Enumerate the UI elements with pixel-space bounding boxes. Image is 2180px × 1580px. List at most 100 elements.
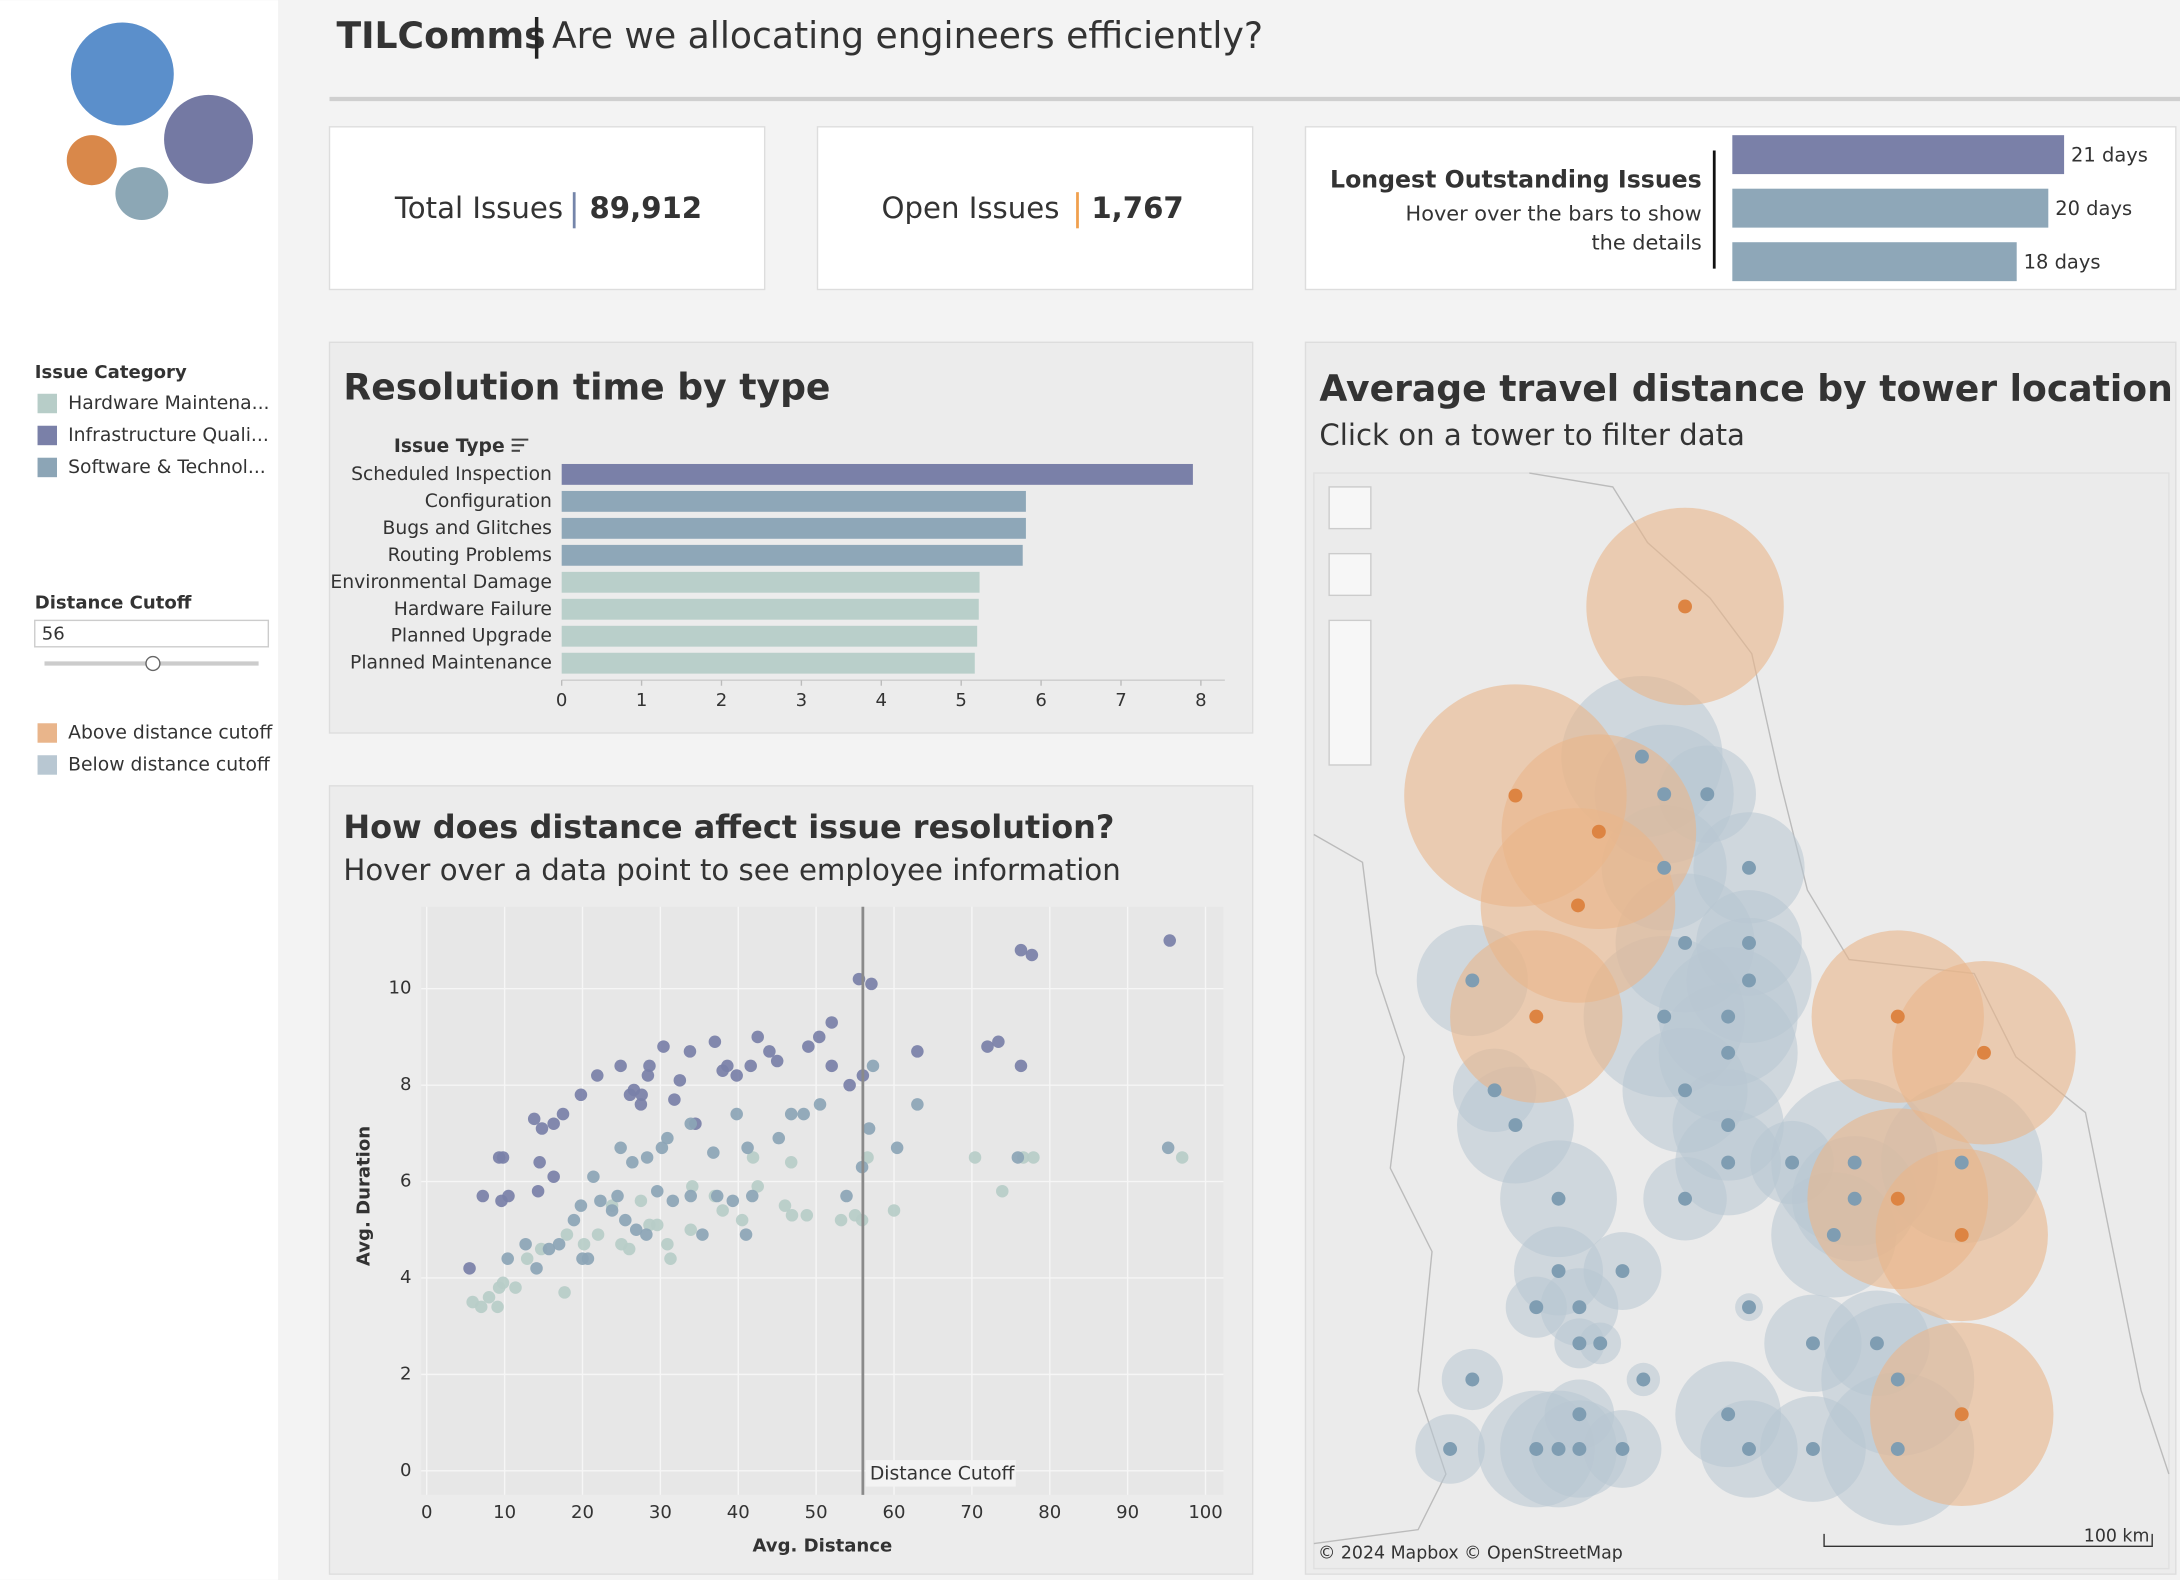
point: [496, 1276, 510, 1290]
point: [547, 1170, 560, 1183]
category-label: Routing Problems: [388, 545, 552, 566]
x-tick-label: 7: [1115, 690, 1127, 711]
tower: [1657, 860, 1672, 875]
cutoff-label: Distance Cutoff: [870, 1464, 1016, 1485]
kpi-label: Total Issues: [394, 191, 563, 225]
point: [535, 1122, 549, 1135]
point: [492, 1151, 506, 1164]
point: [684, 1189, 697, 1203]
tower: [1591, 824, 1606, 839]
point: [614, 1141, 627, 1155]
tower: [1551, 1442, 1566, 1456]
point: [623, 1088, 637, 1102]
point: [664, 1252, 677, 1265]
point: [519, 1237, 532, 1251]
bar: [561, 598, 979, 620]
map-tool: [1328, 619, 1372, 766]
tower: [1847, 1155, 1862, 1170]
point: [509, 1281, 522, 1294]
point: [772, 1131, 786, 1145]
point: [825, 1059, 838, 1073]
legend-label: Hardware Maintena...: [68, 393, 269, 414]
point: [629, 1223, 643, 1237]
point: [797, 1107, 810, 1121]
tower: [1742, 1300, 1756, 1315]
sidebar: [0, 0, 279, 1580]
point: [591, 1069, 604, 1082]
tower: [1572, 1442, 1587, 1456]
point: [655, 1141, 669, 1155]
point: [840, 1189, 853, 1203]
point: [547, 1117, 560, 1130]
x-tick-label: 40: [727, 1502, 750, 1523]
y-axis-title: Avg. Duration: [353, 1126, 374, 1266]
panel-title: Average travel distance by tower locatio…: [1319, 367, 2172, 410]
point: [576, 1252, 589, 1265]
point: [577, 1237, 591, 1251]
tower: [1890, 1009, 1905, 1024]
kpi-card: [328, 126, 766, 291]
point: [744, 1059, 757, 1073]
tower: [1890, 1372, 1905, 1387]
tower: [1551, 1191, 1566, 1206]
brand: TILComms: [336, 14, 545, 57]
value-label: 21 days: [2071, 144, 2148, 167]
point: [996, 1184, 1009, 1198]
axis-title: Issue Type: [394, 436, 505, 457]
tower: [1678, 599, 1693, 614]
point: [605, 1204, 619, 1217]
bar: [1732, 242, 2017, 282]
x-tick-label: 3: [796, 690, 808, 711]
tower: [1806, 1442, 1820, 1456]
bar: [1732, 135, 2065, 175]
kpi-label: Open Issues: [881, 191, 1059, 225]
kpi-value: 1,767: [1091, 191, 1183, 225]
plot-area: [421, 906, 1224, 1495]
point: [542, 1242, 556, 1256]
point: [502, 1189, 515, 1203]
y-tick-label: 4: [400, 1267, 412, 1288]
panel-subtitle: Click on a tower to filter data: [1319, 418, 1745, 452]
y-tick-label: 0: [400, 1460, 412, 1481]
x-tick-label: 8: [1195, 690, 1207, 711]
point: [696, 1228, 709, 1241]
legend-swatch: [37, 425, 58, 446]
filter-input: [34, 619, 270, 648]
category-label: Scheduled Inspection: [351, 464, 552, 485]
tower: [1700, 787, 1715, 802]
bar: [561, 544, 1023, 566]
point: [684, 1223, 697, 1237]
point: [770, 1054, 784, 1068]
tower: [1742, 860, 1756, 875]
tower: [1443, 1442, 1458, 1456]
point: [911, 1045, 924, 1058]
panel-subtitle: Hover over a data point to see employee …: [343, 853, 1120, 887]
kpi-value: 89,912: [589, 191, 702, 225]
point: [751, 1030, 764, 1044]
tower: [1571, 898, 1585, 913]
point: [556, 1107, 570, 1121]
point: [643, 1059, 656, 1073]
tower: [1635, 749, 1649, 764]
point: [501, 1252, 514, 1265]
y-tick-label: 6: [400, 1171, 412, 1192]
tower: [1508, 788, 1523, 803]
tower: [1615, 1442, 1630, 1456]
tower: [1657, 1009, 1672, 1024]
point: [785, 1209, 799, 1222]
point: [825, 1016, 838, 1029]
page-title: Are we allocating engineers efficiently?: [552, 14, 1263, 57]
point: [716, 1204, 729, 1217]
category-label: Bugs and Glitches: [383, 518, 552, 539]
point: [591, 1228, 605, 1241]
tower: [1615, 1264, 1630, 1278]
point: [661, 1131, 674, 1145]
filter-value: 56: [42, 623, 65, 644]
point: [802, 1040, 815, 1053]
attribution: © 2024 Mapbox © OpenStreetMap: [1318, 1543, 1623, 1563]
tower: [1977, 1045, 1991, 1060]
value-label: 18 days: [2024, 251, 2101, 274]
point: [463, 1262, 476, 1275]
point: [1025, 948, 1039, 962]
